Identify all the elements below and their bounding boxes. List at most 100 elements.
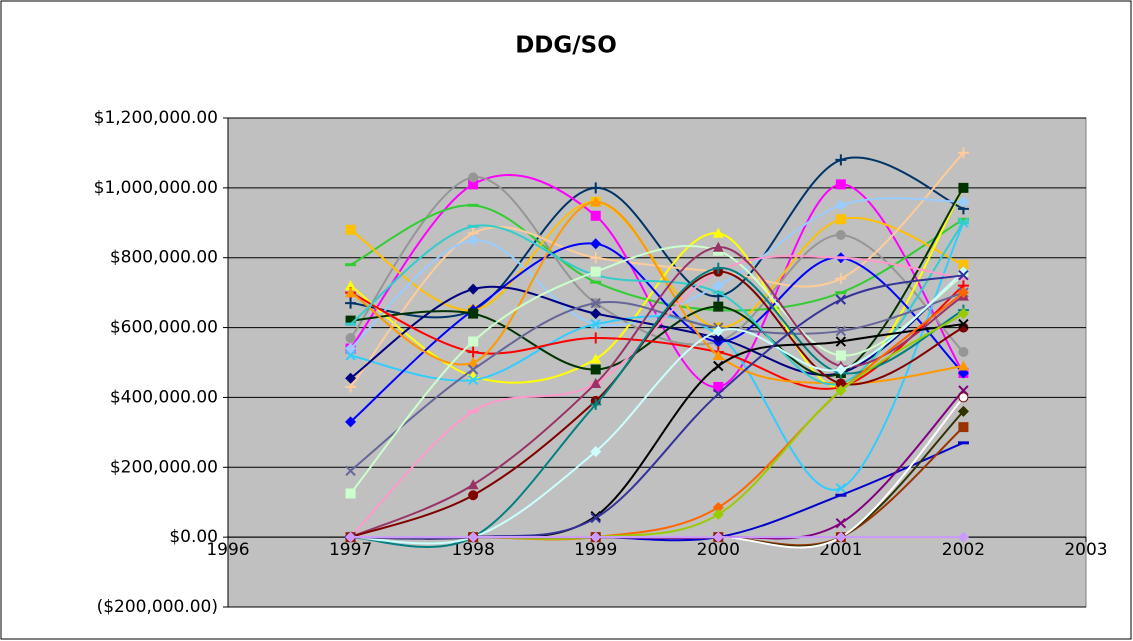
- marker: [713, 388, 724, 400]
- marker: [957, 147, 969, 159]
- series-line: [350, 270, 965, 545]
- marker: [590, 196, 602, 207]
- y-tick-label: $800,000.00: [110, 248, 218, 268]
- marker: [835, 154, 847, 166]
- marker: [957, 360, 969, 371]
- x-tick-label: 2001: [819, 540, 862, 560]
- marker: [835, 363, 847, 375]
- marker: [957, 308, 969, 320]
- marker: [712, 227, 724, 238]
- x-tick-label: 2002: [942, 540, 985, 560]
- marker: [712, 508, 724, 520]
- marker: [345, 343, 357, 355]
- marker: [712, 280, 724, 292]
- marker: [468, 172, 479, 183]
- marker: [590, 531, 602, 543]
- series-line: [349, 152, 965, 388]
- marker: [712, 262, 724, 274]
- marker: [835, 273, 847, 285]
- marker: [467, 234, 479, 246]
- marker: [958, 392, 969, 403]
- y-tick-label: $200,000.00: [110, 457, 218, 477]
- marker: [957, 531, 969, 543]
- marker: [835, 531, 847, 543]
- series-line: [349, 197, 964, 350]
- marker: [590, 308, 602, 320]
- marker: [590, 353, 602, 364]
- marker: [958, 269, 969, 281]
- marker: [958, 318, 969, 330]
- y-tick-label: $600,000.00: [110, 318, 218, 338]
- marker: [467, 531, 479, 543]
- y-tick-label: ($200,000.00): [97, 597, 218, 617]
- marker: [468, 308, 479, 319]
- series-line: [349, 242, 965, 423]
- marker: [467, 346, 479, 358]
- marker: [590, 238, 602, 250]
- y-tick-label: $1,000,000.00: [94, 178, 218, 198]
- marker: [590, 266, 601, 277]
- marker: [958, 347, 969, 358]
- marker: [713, 301, 724, 312]
- marker: [345, 333, 356, 344]
- marker: [468, 490, 479, 501]
- x-tick-label: 1997: [329, 540, 372, 560]
- marker: [590, 446, 602, 458]
- marker: [345, 297, 357, 309]
- marker: [590, 398, 602, 410]
- marker: [957, 405, 969, 417]
- plot-area: [227, 117, 1087, 608]
- marker: [590, 252, 602, 264]
- marker: [590, 297, 601, 309]
- marker: [958, 182, 969, 193]
- y-tick-label: $1,200,000.00: [94, 108, 218, 128]
- marker: [835, 179, 846, 190]
- marker: [345, 350, 356, 361]
- marker: [713, 360, 724, 372]
- marker: [590, 364, 601, 375]
- marker: [835, 483, 847, 494]
- marker: [835, 294, 847, 305]
- marker: [957, 196, 969, 208]
- marker: [590, 377, 602, 388]
- marker: [712, 332, 724, 344]
- marker: [468, 336, 479, 347]
- x-tick-label: 1998: [452, 540, 495, 560]
- series-line: [349, 174, 965, 388]
- marker: [467, 374, 479, 386]
- x-tick-label: 2000: [697, 540, 740, 560]
- marker: [958, 422, 969, 433]
- marker: [957, 266, 969, 278]
- x-tick-label: 1996: [206, 540, 249, 560]
- marker: [467, 283, 479, 295]
- marker: [835, 199, 847, 211]
- marker: [712, 350, 724, 361]
- marker: [835, 517, 847, 529]
- marker: [345, 416, 357, 428]
- y-tick-label: $0.00: [169, 527, 218, 547]
- marker: [957, 287, 969, 299]
- marker: [712, 325, 724, 337]
- series-line: [349, 176, 965, 353]
- marker: [835, 325, 847, 337]
- marker: [345, 280, 357, 291]
- marker: [467, 364, 479, 375]
- marker: [712, 241, 724, 252]
- marker: [590, 512, 601, 524]
- chart-title: DDG/SO: [515, 33, 617, 59]
- marker: [345, 488, 356, 499]
- marker: [345, 372, 357, 384]
- marker: [345, 287, 357, 298]
- y-tick-label: $400,000.00: [110, 387, 218, 407]
- marker: [345, 224, 356, 235]
- series-line: [350, 204, 964, 312]
- marker: [712, 501, 724, 513]
- marker: [590, 210, 601, 221]
- marker: [712, 531, 724, 543]
- marker: [835, 230, 846, 241]
- series-line: [349, 244, 964, 495]
- marker: [713, 381, 724, 392]
- marker: [835, 350, 846, 361]
- marker: [590, 318, 601, 330]
- marker: [345, 531, 357, 543]
